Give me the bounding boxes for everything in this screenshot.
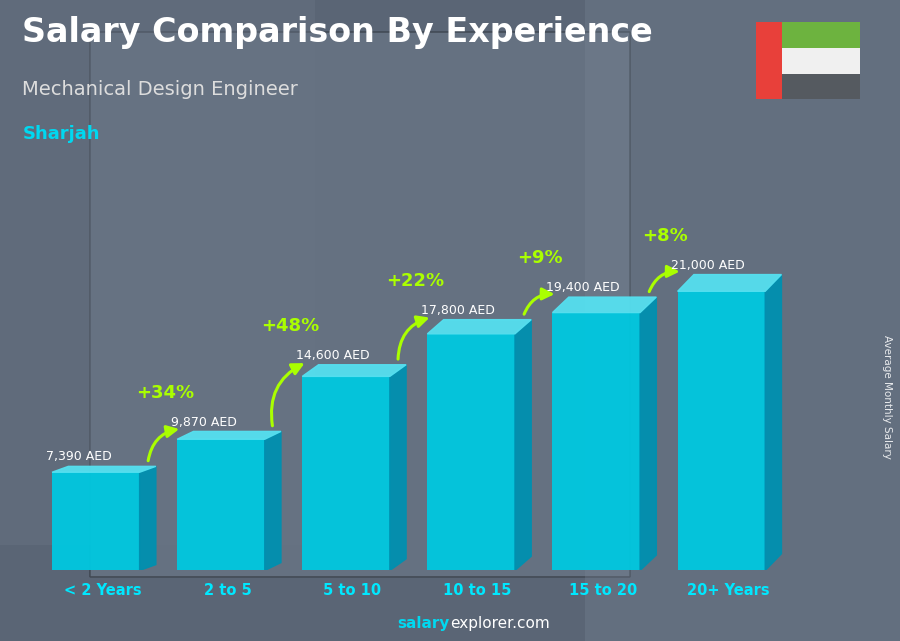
Text: Mechanical Design Engineer: Mechanical Design Engineer xyxy=(22,80,299,99)
Polygon shape xyxy=(640,297,656,570)
Polygon shape xyxy=(515,320,531,570)
Text: Salary Comparison By Experience: Salary Comparison By Experience xyxy=(22,16,653,49)
Polygon shape xyxy=(678,274,781,291)
Bar xyxy=(428,334,515,570)
Polygon shape xyxy=(428,320,531,334)
Text: 17,800 AED: 17,800 AED xyxy=(421,304,495,317)
Polygon shape xyxy=(553,297,656,313)
Text: +9%: +9% xyxy=(518,249,563,267)
Text: < 2 Years: < 2 Years xyxy=(64,583,141,598)
Text: Average Monthly Salary: Average Monthly Salary xyxy=(881,335,892,460)
Text: +8%: +8% xyxy=(643,227,689,245)
Bar xyxy=(52,472,140,570)
Text: +34%: +34% xyxy=(136,383,194,402)
Bar xyxy=(678,291,765,570)
Polygon shape xyxy=(265,431,281,570)
Bar xyxy=(0,0,315,545)
Text: +22%: +22% xyxy=(386,272,445,290)
Polygon shape xyxy=(302,365,406,376)
Text: 9,870 AED: 9,870 AED xyxy=(171,415,237,429)
Text: 2 to 5: 2 to 5 xyxy=(203,583,251,598)
Text: salary: salary xyxy=(398,617,450,631)
Text: 10 to 15: 10 to 15 xyxy=(444,583,512,598)
Text: +48%: +48% xyxy=(261,317,320,335)
Bar xyxy=(177,439,265,570)
Bar xyxy=(756,22,782,99)
Polygon shape xyxy=(765,274,781,570)
Text: 7,390 AED: 7,390 AED xyxy=(46,451,112,463)
Polygon shape xyxy=(390,365,406,570)
Text: 21,000 AED: 21,000 AED xyxy=(671,259,745,272)
Bar xyxy=(782,22,860,48)
FancyBboxPatch shape xyxy=(90,32,630,577)
Text: 20+ Years: 20+ Years xyxy=(687,583,770,598)
Bar xyxy=(782,74,860,99)
Text: 15 to 20: 15 to 20 xyxy=(569,583,637,598)
Bar xyxy=(302,376,390,570)
Text: 19,400 AED: 19,400 AED xyxy=(546,281,620,294)
Bar xyxy=(782,48,860,74)
Bar xyxy=(585,0,900,641)
Text: Sharjah: Sharjah xyxy=(22,125,100,143)
Polygon shape xyxy=(140,467,156,570)
Text: 14,600 AED: 14,600 AED xyxy=(296,349,370,362)
Text: 5 to 10: 5 to 10 xyxy=(323,583,382,598)
Polygon shape xyxy=(52,467,156,472)
Text: explorer.com: explorer.com xyxy=(450,617,550,631)
Bar xyxy=(553,313,640,570)
Polygon shape xyxy=(177,431,281,439)
